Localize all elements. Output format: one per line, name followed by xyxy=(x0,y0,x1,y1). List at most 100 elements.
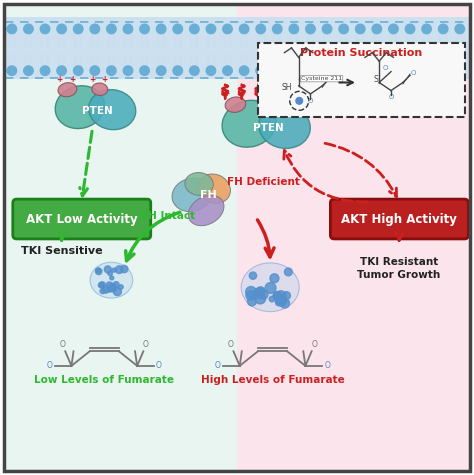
Text: PTEN: PTEN xyxy=(82,106,113,116)
Ellipse shape xyxy=(262,97,280,111)
Circle shape xyxy=(107,66,116,76)
Text: TKI Sensitive: TKI Sensitive xyxy=(21,246,102,256)
Circle shape xyxy=(108,271,112,275)
Circle shape xyxy=(405,66,415,76)
Circle shape xyxy=(289,24,299,34)
Circle shape xyxy=(107,286,113,292)
Circle shape xyxy=(322,24,332,34)
FancyBboxPatch shape xyxy=(330,199,468,239)
Circle shape xyxy=(273,292,281,299)
Circle shape xyxy=(113,287,121,295)
Circle shape xyxy=(422,24,431,34)
Ellipse shape xyxy=(241,263,299,312)
Circle shape xyxy=(112,286,117,290)
Circle shape xyxy=(118,285,123,289)
Circle shape xyxy=(156,24,166,34)
Circle shape xyxy=(239,24,249,34)
Circle shape xyxy=(284,268,292,276)
Circle shape xyxy=(339,66,348,76)
Text: O: O xyxy=(382,65,388,71)
Circle shape xyxy=(372,66,382,76)
Circle shape xyxy=(112,286,117,291)
Circle shape xyxy=(289,66,299,76)
Ellipse shape xyxy=(90,262,133,298)
Circle shape xyxy=(247,297,256,306)
Circle shape xyxy=(173,24,182,34)
Circle shape xyxy=(90,66,100,76)
Circle shape xyxy=(372,24,382,34)
Text: AKT Low Activity: AKT Low Activity xyxy=(26,212,137,226)
Text: Protein Succination: Protein Succination xyxy=(300,48,422,57)
Ellipse shape xyxy=(92,83,108,95)
Ellipse shape xyxy=(89,90,136,130)
FancyBboxPatch shape xyxy=(13,199,151,239)
Circle shape xyxy=(123,66,133,76)
Circle shape xyxy=(265,283,276,294)
Circle shape xyxy=(275,299,283,306)
Circle shape xyxy=(113,282,119,288)
Circle shape xyxy=(102,286,109,293)
Circle shape xyxy=(173,66,182,76)
Circle shape xyxy=(455,24,465,34)
Circle shape xyxy=(256,287,265,295)
Circle shape xyxy=(259,290,268,299)
Circle shape xyxy=(140,66,149,76)
Circle shape xyxy=(255,293,265,304)
Circle shape xyxy=(99,283,104,288)
Circle shape xyxy=(106,282,113,288)
Circle shape xyxy=(239,66,249,76)
Circle shape xyxy=(112,268,116,272)
Circle shape xyxy=(57,24,66,34)
Circle shape xyxy=(269,296,275,302)
Circle shape xyxy=(206,66,216,76)
Circle shape xyxy=(246,286,256,297)
Circle shape xyxy=(90,24,100,34)
Circle shape xyxy=(283,292,291,300)
Text: TKI Resistant
Tumor Growth: TKI Resistant Tumor Growth xyxy=(357,256,441,280)
Ellipse shape xyxy=(188,195,224,226)
Text: +: + xyxy=(69,75,75,84)
Text: +: + xyxy=(101,75,108,84)
Text: O: O xyxy=(324,361,330,371)
Circle shape xyxy=(123,24,133,34)
Circle shape xyxy=(322,66,332,76)
Circle shape xyxy=(140,24,149,34)
Circle shape xyxy=(306,66,315,76)
Circle shape xyxy=(278,296,287,305)
Ellipse shape xyxy=(222,100,276,147)
Circle shape xyxy=(24,24,33,34)
Bar xyxy=(4,4,237,471)
Circle shape xyxy=(249,272,256,279)
Text: PTEN: PTEN xyxy=(253,123,283,133)
Ellipse shape xyxy=(58,83,77,97)
Circle shape xyxy=(273,24,282,34)
Circle shape xyxy=(190,24,199,34)
Text: O: O xyxy=(156,361,162,371)
FancyBboxPatch shape xyxy=(258,43,465,117)
Circle shape xyxy=(389,66,398,76)
Circle shape xyxy=(40,66,50,76)
Text: Cysteine 211: Cysteine 211 xyxy=(301,76,342,81)
Circle shape xyxy=(296,97,302,104)
Text: SH: SH xyxy=(282,83,292,92)
Circle shape xyxy=(438,24,448,34)
Text: O: O xyxy=(215,361,221,371)
Circle shape xyxy=(356,24,365,34)
Text: AKT High Activity: AKT High Activity xyxy=(341,212,457,226)
Circle shape xyxy=(223,66,232,76)
Circle shape xyxy=(107,24,116,34)
Circle shape xyxy=(276,297,285,306)
Text: O: O xyxy=(311,340,317,349)
Text: FH Deficient: FH Deficient xyxy=(227,177,300,187)
Circle shape xyxy=(339,24,348,34)
Circle shape xyxy=(270,274,279,283)
Text: S: S xyxy=(373,76,378,85)
Text: FH Intact: FH Intact xyxy=(141,211,195,221)
Ellipse shape xyxy=(172,178,212,212)
Text: High Levels of Fumarate: High Levels of Fumarate xyxy=(201,375,345,385)
Text: +: + xyxy=(56,75,62,84)
Text: O: O xyxy=(60,340,65,349)
Text: FH: FH xyxy=(200,190,217,200)
Ellipse shape xyxy=(225,97,246,113)
Circle shape xyxy=(405,24,415,34)
